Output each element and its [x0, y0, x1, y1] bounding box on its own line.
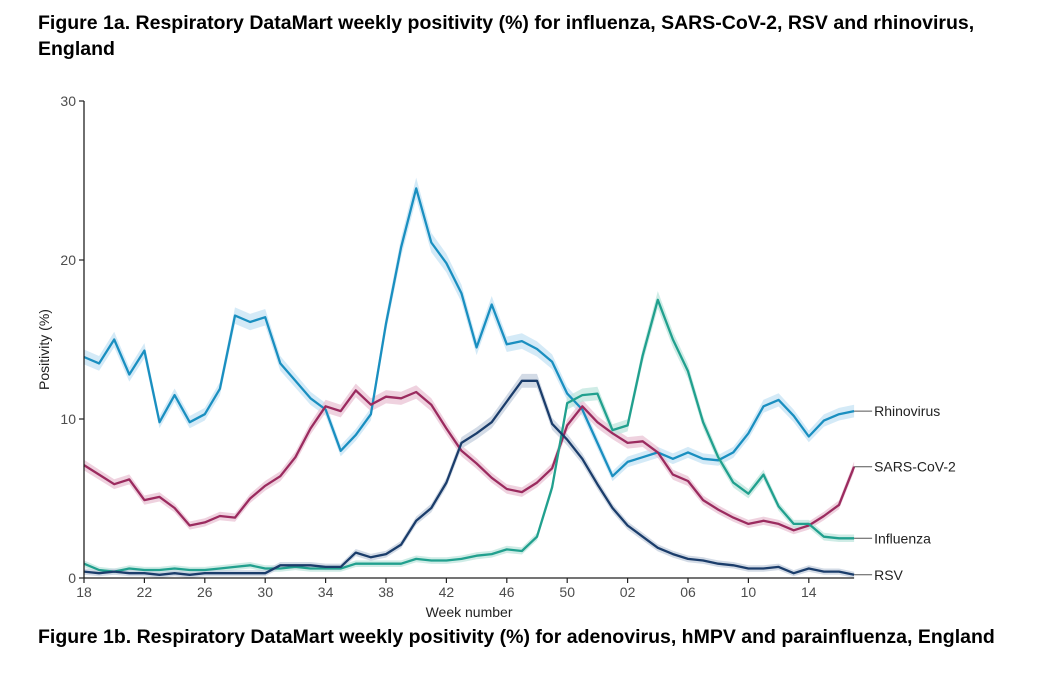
x-axis-title: Week number — [426, 604, 513, 620]
x-tick-label: 26 — [197, 584, 213, 600]
band-sars-cov-2 — [84, 383, 855, 535]
x-tick-label: 46 — [499, 584, 515, 600]
x-tick-label: 34 — [318, 584, 334, 600]
figure-1a-title: Figure 1a. Respiratory DataMart weekly p… — [38, 12, 975, 60]
x-tick-label: 06 — [680, 584, 696, 600]
x-tick-label: 50 — [559, 584, 575, 600]
line-rsv — [83, 379, 855, 576]
y-tick-label: 0 — [68, 570, 76, 586]
series-labels: Rhinovirus SARS-CoV-2 Influenza RSV — [854, 403, 956, 583]
y-axis-title: Positivity (%) — [36, 309, 52, 390]
x-tick-label: 10 — [741, 584, 757, 600]
x-tick-label: 02 — [620, 584, 636, 600]
x-tick-label: 22 — [137, 584, 153, 600]
line-sars-cov-2 — [83, 389, 856, 532]
series-label-sars-cov-2: SARS-CoV-2 — [874, 459, 956, 475]
x-tick-label: 42 — [439, 584, 455, 600]
band-rsv — [84, 373, 855, 578]
line-rhinovirus — [83, 187, 855, 478]
x-tick-label: 38 — [378, 584, 394, 600]
x-tick-label: 30 — [257, 584, 273, 600]
series-lines — [83, 187, 856, 576]
figure-1b-title: Figure 1b. Respiratory DataMart weekly p… — [38, 626, 995, 648]
y-tick-label: 30 — [60, 93, 76, 109]
y-tick-label: 10 — [60, 411, 76, 427]
line-influenza — [83, 298, 855, 573]
x-tick-label: 14 — [801, 584, 817, 600]
x-tick-label: 18 — [76, 584, 92, 600]
series-label-influenza: Influenza — [874, 530, 931, 546]
y-tick-label: 20 — [60, 252, 76, 268]
confidence-bands — [84, 177, 855, 578]
series-label-rhinovirus: Rhinovirus — [874, 403, 940, 419]
series-label-rsv: RSV — [874, 567, 903, 583]
chart-axes: 0 10 20 30 18 22 26 30 34 38 42 46 50 02 06 10 14 — [60, 93, 855, 600]
